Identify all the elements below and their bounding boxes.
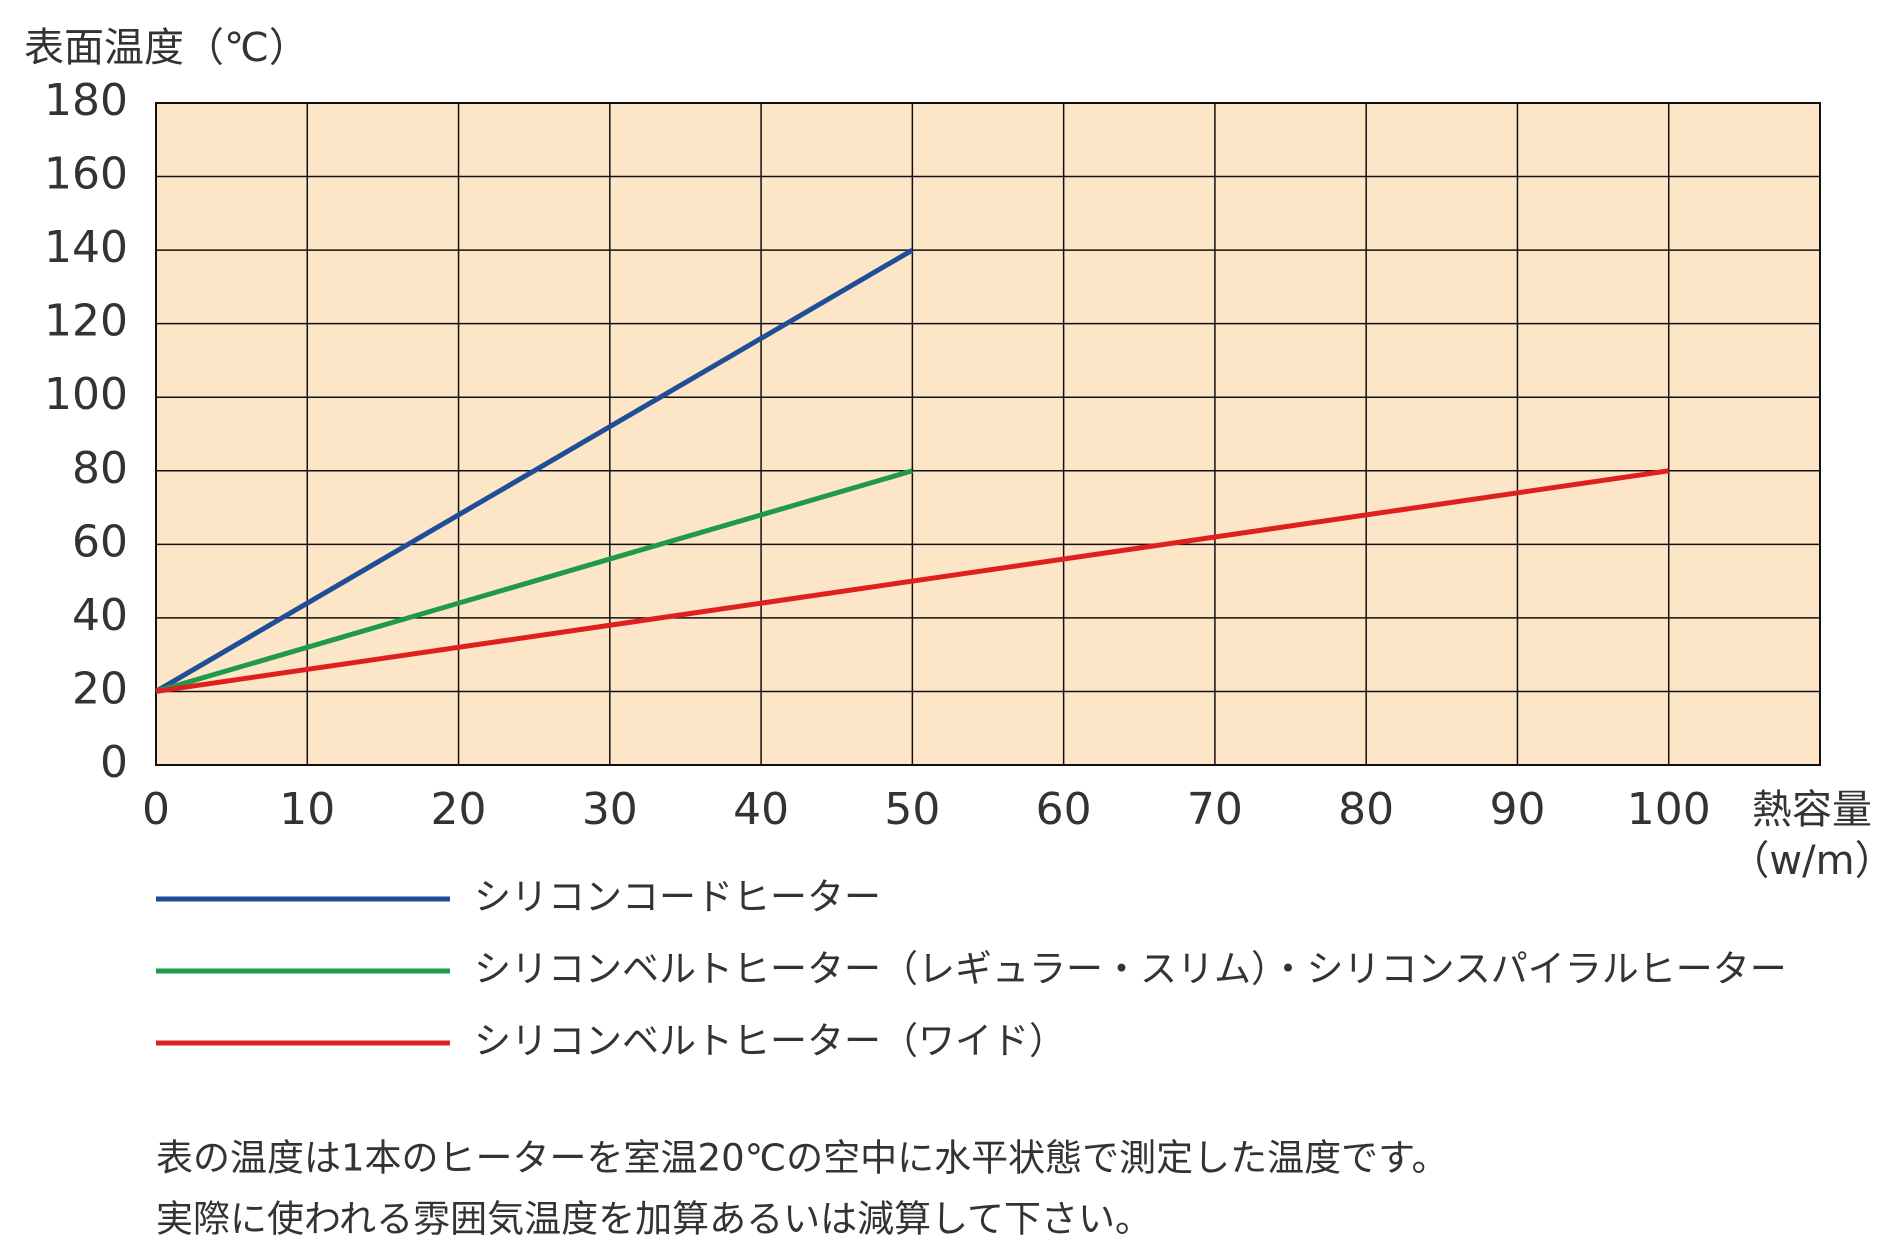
x-tick-label: 20 <box>431 784 487 835</box>
note: 実際に使われる雰囲気温度を加算あるいは減算して下さい。 <box>156 1198 1152 1241</box>
y-axis-label: 表面温度（℃） <box>24 25 309 71</box>
y-tick-label: 120 <box>44 296 128 347</box>
y-tick-label: 100 <box>44 369 128 420</box>
y-tick-label: 60 <box>72 516 128 567</box>
series-line <box>155 468 1670 694</box>
y-tick-label: 20 <box>72 663 128 714</box>
x-axis-label: 熱容量 <box>1752 787 1872 833</box>
x-tick-label: 10 <box>279 784 335 835</box>
y-tick-label: 0 <box>100 737 128 788</box>
plot-border <box>155 102 1821 766</box>
x-tick-label: 40 <box>733 784 789 835</box>
x-tick-label: 100 <box>1627 784 1711 835</box>
x-tick-label: 0 <box>142 784 170 835</box>
series-line <box>154 247 914 694</box>
x-tick-label: 50 <box>884 784 940 835</box>
x-tick-label: 80 <box>1338 784 1394 835</box>
x-tick-label: 60 <box>1036 784 1092 835</box>
legend-label: シリコンベルトヒーター（レギュラー・スリム）・シリコンスパイラルヒーター <box>474 948 1787 991</box>
y-tick-label: 180 <box>44 75 128 126</box>
y-tick-label: 40 <box>72 590 128 641</box>
x-tick-label: 90 <box>1489 784 1545 835</box>
y-tick-label: 140 <box>44 222 128 273</box>
legend-label: シリコンコードヒーター <box>474 876 881 919</box>
x-axis-unit: （w/m） <box>1729 838 1894 884</box>
x-tick-label: 30 <box>582 784 638 835</box>
plot-background <box>156 103 1820 765</box>
note: 表の温度は1本のヒーターを室温20℃の空中に水平状態で測定した温度です。 <box>156 1137 1448 1180</box>
y-tick-label: 160 <box>44 149 128 200</box>
series-line <box>155 468 914 694</box>
legend-label: シリコンベルトヒーター（ワイド） <box>474 1020 1066 1063</box>
x-tick-label: 70 <box>1187 784 1243 835</box>
y-tick-label: 80 <box>72 443 128 494</box>
